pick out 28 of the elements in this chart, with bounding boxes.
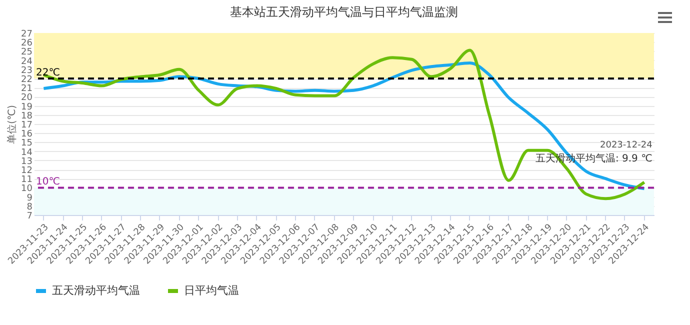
y-tick-label: 9 xyxy=(26,193,33,204)
y-tick-label: 11 xyxy=(21,175,32,186)
y-tick-label: 27 xyxy=(21,30,32,40)
legend-label: 五天滑动平均气温 xyxy=(52,284,140,297)
y-tick-label: 17 xyxy=(21,120,32,130)
y-tick-label: 13 xyxy=(21,156,32,167)
annotation: 2023-12-24 xyxy=(600,140,653,151)
chart-title: 基本站五天滑动平均气温与日平均气温监测 xyxy=(230,5,458,19)
y-tick-label: 20 xyxy=(21,93,33,104)
y-tick-label: 25 xyxy=(21,48,32,58)
y-tick-label: 8 xyxy=(26,202,33,212)
y-tick-label: 22 xyxy=(21,75,32,85)
y-tick-label: 26 xyxy=(21,38,33,49)
y-tick-label: 24 xyxy=(21,56,33,67)
y-tick-label: 18 xyxy=(21,111,33,122)
ref-line-label: 10℃ xyxy=(36,176,60,188)
y-tick-label: 7 xyxy=(26,212,32,222)
y-tick-label: 21 xyxy=(21,84,32,94)
y-tick-label: 14 xyxy=(21,148,33,158)
y-axis-title: 单位(℃) xyxy=(6,104,18,144)
ref-line-label: 22℃ xyxy=(36,68,60,78)
y-tick-label: 10 xyxy=(21,184,33,194)
y-tick-label: 15 xyxy=(21,138,32,149)
y-tick-label: 12 xyxy=(21,166,32,176)
y-tick-label: 23 xyxy=(21,66,32,76)
y-tick-label: 19 xyxy=(21,102,33,112)
legend-label: 日平均气温 xyxy=(184,284,239,297)
y-tick-label: 16 xyxy=(21,130,33,140)
